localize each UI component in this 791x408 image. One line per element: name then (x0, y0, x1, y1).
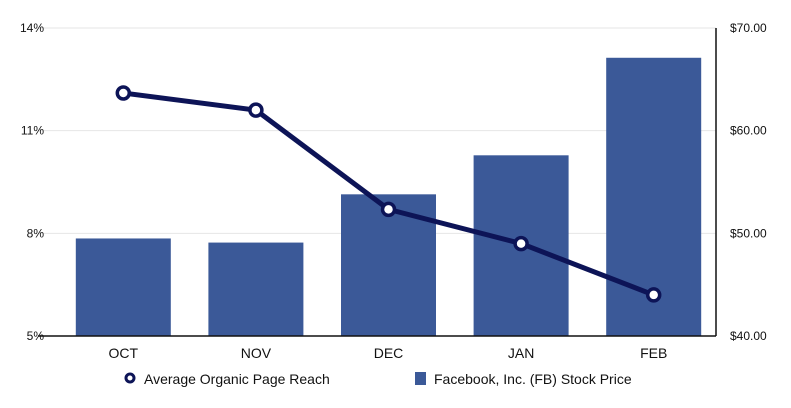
legend: Average Organic Page Reach Facebook, Inc… (124, 371, 632, 387)
right-tick-label: $40.00 (730, 329, 767, 343)
left-tick-label: 14% (20, 21, 44, 35)
x-tick-label: DEC (374, 345, 404, 361)
line-point-oct (115, 85, 132, 101)
left-tick-label: 8% (27, 226, 45, 240)
line-point-jan (513, 235, 529, 252)
left-tick-label: 5% (27, 329, 45, 343)
x-tick-label: JAN (508, 345, 534, 361)
legend-label-line: Average Organic Page Reach (144, 371, 330, 387)
line-point-dec (380, 201, 397, 218)
bar-oct (75, 238, 171, 336)
right-axis-ticks: $40.00 $50.00 $60.00 $70.00 (730, 21, 767, 343)
right-tick-label: $50.00 (730, 226, 767, 240)
x-tick-label: OCT (109, 345, 139, 361)
line-point-feb (645, 287, 662, 303)
right-tick-label: $70.00 (730, 21, 767, 35)
legend-label-bar: Facebook, Inc. (FB) Stock Price (434, 371, 632, 387)
line-organic-reach (115, 85, 662, 303)
line-point-nov (248, 102, 264, 118)
left-axis-ticks: 5% 8% 11% 14% (20, 21, 44, 343)
left-tick-label: 11% (21, 124, 44, 138)
legend-bar-marker (415, 372, 426, 385)
x-tick-label: NOV (241, 345, 272, 361)
bar-nov (208, 242, 304, 336)
right-tick-label: $60.00 (730, 124, 767, 138)
x-axis-ticks: OCT NOV DEC JAN FEB (109, 345, 668, 361)
x-tick-label: FEB (640, 345, 667, 361)
legend-line-marker (124, 372, 136, 384)
